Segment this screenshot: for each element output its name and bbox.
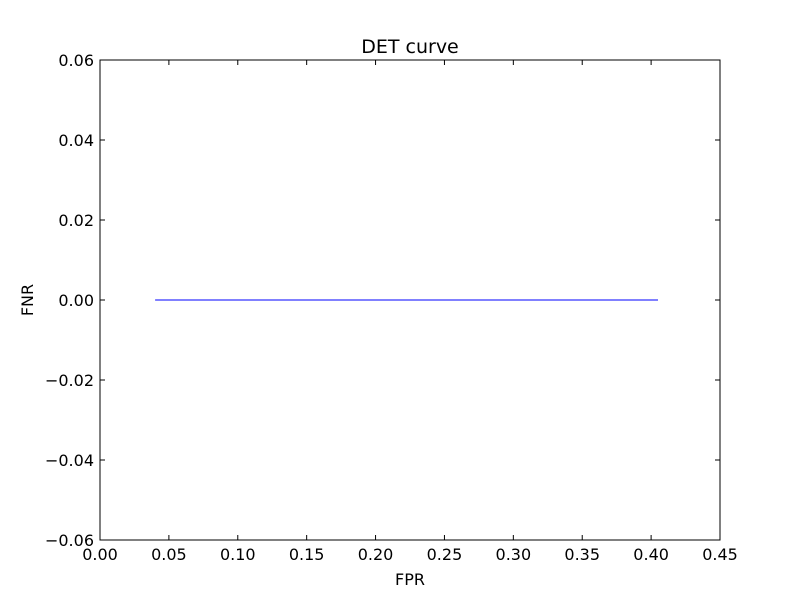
x-tick-label: 0.45 <box>702 545 738 564</box>
x-tick-label: 0.35 <box>564 545 600 564</box>
y-axis-label: FNR <box>18 284 37 316</box>
y-tick-label: 0.06 <box>58 51 94 70</box>
x-tick-label: 0.10 <box>220 545 256 564</box>
y-tick-label: 0.00 <box>58 291 94 310</box>
x-tick-label: 0.05 <box>151 545 187 564</box>
x-tick-label: 0.00 <box>82 545 118 564</box>
x-tick-label: 0.20 <box>358 545 394 564</box>
x-axis-label: FPR <box>395 570 425 589</box>
plot-frame <box>99 59 721 541</box>
chart-title: DET curve <box>361 36 459 58</box>
x-axis-ticks: 0.00 0.05 0.10 0.15 0.20 0.25 0.30 0.35 0.40 0.45 <box>82 60 738 564</box>
y-tick-label: 0.04 <box>58 131 94 150</box>
x-tick-label: 0.40 <box>633 545 669 564</box>
x-tick-label: 0.15 <box>289 545 325 564</box>
y-tick-label: −0.04 <box>45 451 94 470</box>
y-tick-label: −0.06 <box>45 531 94 550</box>
y-tick-label: −0.02 <box>45 371 94 390</box>
x-tick-label: 0.30 <box>496 545 532 564</box>
x-tick-label: 0.25 <box>427 545 463 564</box>
y-tick-label: 0.02 <box>58 211 94 230</box>
